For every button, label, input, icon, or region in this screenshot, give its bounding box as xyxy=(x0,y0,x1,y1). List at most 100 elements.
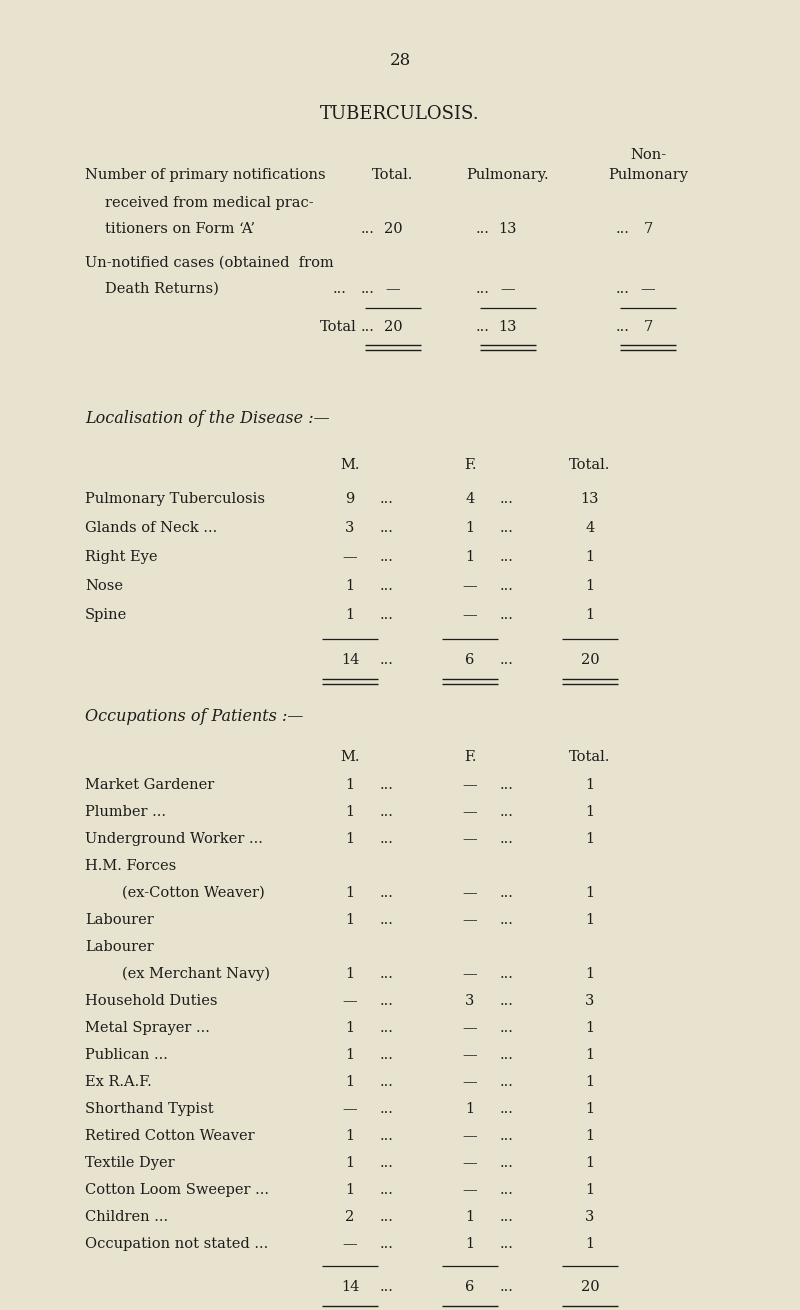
Text: 1: 1 xyxy=(586,806,594,819)
Text: ...: ... xyxy=(380,1237,394,1251)
Text: Un-notified cases (obtained  from: Un-notified cases (obtained from xyxy=(85,255,334,270)
Text: 1: 1 xyxy=(586,1155,594,1170)
Text: Textile Dyer: Textile Dyer xyxy=(85,1155,174,1170)
Text: titioners on Form ‘A’: titioners on Form ‘A’ xyxy=(105,221,255,236)
Text: ...: ... xyxy=(616,221,630,236)
Text: ...: ... xyxy=(500,493,514,506)
Text: ...: ... xyxy=(380,806,394,819)
Text: Number of primary notifications: Number of primary notifications xyxy=(85,168,326,182)
Text: (ex-Cotton Weaver): (ex-Cotton Weaver) xyxy=(85,886,265,900)
Text: ...: ... xyxy=(380,1020,394,1035)
Text: 1: 1 xyxy=(586,550,594,565)
Text: ...: ... xyxy=(476,221,490,236)
Text: ...: ... xyxy=(380,608,394,622)
Text: ...: ... xyxy=(500,1183,514,1197)
Text: Total.: Total. xyxy=(570,458,610,472)
Text: ...: ... xyxy=(500,913,514,927)
Text: —: — xyxy=(462,1155,478,1170)
Text: ...: ... xyxy=(500,778,514,793)
Text: ...: ... xyxy=(380,1129,394,1144)
Text: ...: ... xyxy=(500,579,514,593)
Text: ...: ... xyxy=(500,521,514,534)
Text: Pulmonary.: Pulmonary. xyxy=(466,168,550,182)
Text: 1: 1 xyxy=(346,806,354,819)
Text: Underground Worker ...: Underground Worker ... xyxy=(85,832,263,846)
Text: —: — xyxy=(462,608,478,622)
Text: 1: 1 xyxy=(586,967,594,981)
Text: 1: 1 xyxy=(586,1076,594,1089)
Text: Household Duties: Household Duties xyxy=(85,994,218,1007)
Text: 1: 1 xyxy=(466,550,474,565)
Text: ...: ... xyxy=(361,282,375,296)
Text: ...: ... xyxy=(380,1155,394,1170)
Text: 3: 3 xyxy=(466,994,474,1007)
Text: 1: 1 xyxy=(346,832,354,846)
Text: 1: 1 xyxy=(586,1237,594,1251)
Text: ...: ... xyxy=(500,886,514,900)
Text: 20: 20 xyxy=(581,1280,599,1294)
Text: ...: ... xyxy=(380,967,394,981)
Text: 2: 2 xyxy=(346,1210,354,1224)
Text: 1: 1 xyxy=(586,1048,594,1062)
Text: ...: ... xyxy=(500,1237,514,1251)
Text: ...: ... xyxy=(500,1280,514,1294)
Text: ...: ... xyxy=(500,1210,514,1224)
Text: Ex R.A.F.: Ex R.A.F. xyxy=(85,1076,152,1089)
Text: —: — xyxy=(462,832,478,846)
Text: 1: 1 xyxy=(466,1237,474,1251)
Text: ...: ... xyxy=(380,778,394,793)
Text: F.: F. xyxy=(464,751,476,764)
Text: 1: 1 xyxy=(346,778,354,793)
Text: 1: 1 xyxy=(466,521,474,534)
Text: 3: 3 xyxy=(346,521,354,534)
Text: 14: 14 xyxy=(341,1280,359,1294)
Text: 14: 14 xyxy=(341,652,359,667)
Text: 1: 1 xyxy=(586,608,594,622)
Text: 1: 1 xyxy=(586,913,594,927)
Text: Metal Sprayer ...: Metal Sprayer ... xyxy=(85,1020,210,1035)
Text: Nose: Nose xyxy=(85,579,123,593)
Text: ...: ... xyxy=(616,320,630,334)
Text: —: — xyxy=(641,282,655,296)
Text: 7: 7 xyxy=(643,221,653,236)
Text: ...: ... xyxy=(380,579,394,593)
Text: (ex Merchant Navy): (ex Merchant Navy) xyxy=(85,967,270,981)
Text: 13: 13 xyxy=(581,493,599,506)
Text: 1: 1 xyxy=(346,608,354,622)
Text: F.: F. xyxy=(464,458,476,472)
Text: ...: ... xyxy=(361,320,375,334)
Text: ...: ... xyxy=(476,320,490,334)
Text: M.: M. xyxy=(340,458,360,472)
Text: ...: ... xyxy=(380,1280,394,1294)
Text: Labourer: Labourer xyxy=(85,913,154,927)
Text: 13: 13 xyxy=(498,320,518,334)
Text: ...: ... xyxy=(380,1210,394,1224)
Text: Children ...: Children ... xyxy=(85,1210,168,1224)
Text: ...: ... xyxy=(500,1102,514,1116)
Text: 1: 1 xyxy=(586,579,594,593)
Text: Pulmonary Tuberculosis: Pulmonary Tuberculosis xyxy=(85,493,265,506)
Text: ...: ... xyxy=(380,913,394,927)
Text: —: — xyxy=(342,1237,358,1251)
Text: ...: ... xyxy=(380,1102,394,1116)
Text: ...: ... xyxy=(380,493,394,506)
Text: —: — xyxy=(342,1102,358,1116)
Text: —: — xyxy=(462,886,478,900)
Text: 1: 1 xyxy=(586,832,594,846)
Text: ...: ... xyxy=(380,1076,394,1089)
Text: Plumber ...: Plumber ... xyxy=(85,806,166,819)
Text: ...: ... xyxy=(500,832,514,846)
Text: ...: ... xyxy=(500,967,514,981)
Text: 1: 1 xyxy=(586,1020,594,1035)
Text: TUBERCULOSIS.: TUBERCULOSIS. xyxy=(320,105,480,123)
Text: 1: 1 xyxy=(346,1048,354,1062)
Text: Total: Total xyxy=(320,320,357,334)
Text: Occupation not stated ...: Occupation not stated ... xyxy=(85,1237,268,1251)
Text: Occupations of Patients :—: Occupations of Patients :— xyxy=(85,707,303,724)
Text: ...: ... xyxy=(380,832,394,846)
Text: 7: 7 xyxy=(643,320,653,334)
Text: —: — xyxy=(462,778,478,793)
Text: 1: 1 xyxy=(346,1020,354,1035)
Text: —: — xyxy=(462,1183,478,1197)
Text: ...: ... xyxy=(380,1048,394,1062)
